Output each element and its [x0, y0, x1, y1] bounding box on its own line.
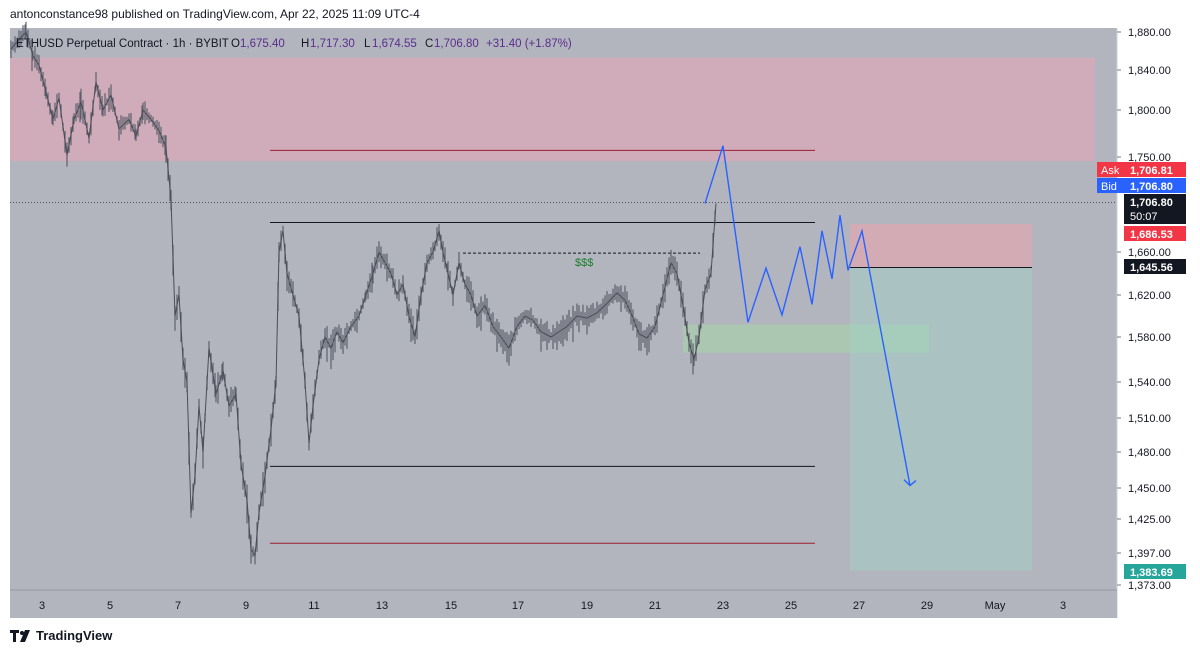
x-tick-label: 19: [581, 600, 593, 612]
x-tick-label: 15: [445, 600, 457, 612]
x-tick-label: 7: [175, 600, 181, 612]
y-tick-label: 1,750.00: [1128, 152, 1171, 164]
x-tick-label: 27: [853, 600, 865, 612]
tradingview-brand: TradingView: [36, 628, 113, 643]
bar-countdown: 50:07: [1130, 211, 1158, 223]
legend-symbol[interactable]: ETHUSD Perpetual Contract · 1h · BYBIT: [16, 38, 229, 50]
y-tick-label: 1,840.00: [1128, 65, 1171, 77]
supply-zone[interactable]: [10, 57, 1095, 162]
stop-badge-value: 1,686.53: [1130, 229, 1173, 241]
y-tick-label: 1,540.00: [1128, 377, 1171, 389]
y-tick-label: 1,880.00: [1128, 27, 1171, 39]
bid-tag: [1097, 178, 1124, 193]
y-tick-label: 1,397.00: [1128, 548, 1171, 560]
x-tick-label: May: [985, 600, 1006, 612]
y-tick-label: 1,510.00: [1128, 413, 1171, 425]
legend-low: 1,674.55: [372, 38, 417, 50]
x-tick-label: 13: [376, 600, 388, 612]
stop-badge[interactable]: [1124, 226, 1186, 241]
short-target-zone[interactable]: [850, 267, 1032, 571]
y-tick-label: 1,580.00: [1128, 332, 1171, 344]
x-tick-label: 29: [921, 600, 933, 612]
legend-close-label: C: [425, 38, 433, 50]
ask-badge-value: 1,706.81: [1130, 165, 1173, 177]
target-badge[interactable]: [1124, 564, 1186, 579]
x-tick-label: 5: [107, 600, 113, 612]
legend-open: 1,675.40: [240, 38, 285, 50]
publisher-header: antonconstance98 published on TradingVie…: [10, 7, 420, 21]
legend-low-label: L: [364, 38, 371, 50]
liquidity-annotation[interactable]: $$$: [575, 257, 593, 269]
bid-badge[interactable]: [1124, 178, 1186, 193]
x-tick-label: 9: [243, 600, 249, 612]
ask-badge[interactable]: [1124, 162, 1186, 177]
y-tick-label: 1,800.00: [1128, 105, 1171, 117]
entry-badge[interactable]: [1124, 259, 1186, 274]
x-tick-label: 25: [785, 600, 797, 612]
y-tick-label: 1,373.00: [1128, 580, 1171, 592]
x-tick-label: 3: [39, 600, 45, 612]
y-tick-label: 1,450.00: [1128, 483, 1171, 495]
last-price-value: 1,706.80: [1130, 197, 1173, 209]
ask-tag-label: Ask: [1101, 165, 1120, 177]
legend-high-label: H: [301, 38, 309, 50]
entry-badge-value: 1,645.56: [1130, 262, 1173, 274]
bid-tag-label: Bid: [1101, 181, 1117, 193]
time-scale[interactable]: [10, 590, 1117, 618]
legend-high: 1,717.30: [310, 38, 355, 50]
projection-arrowhead: [903, 479, 917, 487]
y-tick-label: 1,480.00: [1128, 447, 1171, 459]
bid-badge-value: 1,706.80: [1130, 181, 1173, 193]
ask-tag: [1097, 162, 1124, 177]
legend-change: +31.40 (+1.87%): [486, 38, 572, 50]
x-tick-label: 21: [649, 600, 661, 612]
x-tick-label: 17: [512, 600, 524, 612]
legend-open-label: O: [231, 38, 240, 50]
y-tick-label: 1,660.00: [1128, 247, 1171, 259]
demand-zone[interactable]: [683, 324, 929, 353]
last-price-badge[interactable]: [1124, 194, 1186, 224]
x-tick-label: 11: [308, 600, 319, 612]
y-tick-label: 1,620.00: [1128, 290, 1171, 302]
short-stop-zone[interactable]: [850, 223, 1032, 268]
price-path-line: [10, 31, 717, 558]
x-tick-label: 23: [717, 600, 729, 612]
x-tick-label: 3: [1060, 600, 1066, 612]
tradingview-logo[interactable]: TradingView: [10, 628, 112, 643]
legend-close: 1,706.80: [434, 38, 479, 50]
price-scale[interactable]: [1117, 28, 1190, 590]
target-badge-value: 1,383.69: [1130, 567, 1173, 579]
projection-path[interactable]: [704, 145, 911, 486]
y-tick-label: 1,425.00: [1128, 514, 1171, 526]
tradingview-logo-icon: [10, 629, 30, 642]
